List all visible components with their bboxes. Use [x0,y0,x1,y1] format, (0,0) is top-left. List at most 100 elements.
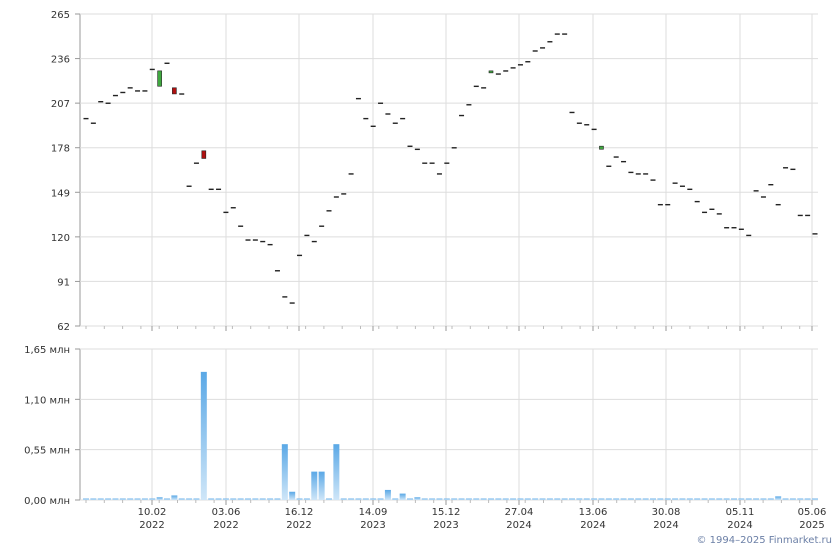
price-candle [429,162,435,164]
x-tick-year: 2024 [727,520,752,531]
price-candle [149,68,155,71]
price-candle [466,104,472,106]
volume-bar [355,498,362,500]
volume-bar [657,498,664,500]
volume-bar [701,498,708,500]
volume-bar [296,498,303,500]
volume-bar [753,498,760,500]
price-candle [135,90,141,92]
price-candle [304,234,310,237]
volume-bar [745,498,752,500]
volume-bar [186,498,193,500]
volume-bar [370,498,377,500]
volume-y-axis: 1,65 млн 1,10 млн 0,55 млн 0,00 млн [24,345,80,507]
volume-bar [267,498,274,500]
volume-bar [591,498,598,500]
x-tick-year: 2022 [286,520,311,531]
volume-tick-label: 1,65 млн [24,345,70,356]
volume-bar [731,498,737,500]
price-candle [105,102,111,104]
volume-bar [738,498,745,500]
volume-bar [650,498,656,500]
price-candle [245,239,251,241]
price-tick-label: 120 [51,233,70,244]
volume-bar [480,498,487,500]
price-candle [569,111,575,114]
price-candle [355,97,361,100]
volume-bar [222,498,229,500]
volume-bar [451,498,458,500]
price-candle [436,173,442,175]
volume-bar [134,498,141,500]
volume-bar [90,498,97,500]
price-candle [289,302,295,304]
price-candle [422,162,428,164]
volume-bar [620,498,627,500]
volume-tick-label: 0,55 млн [24,446,70,457]
price-candle [142,90,148,92]
volume-bar [723,498,730,500]
x-tick-year: 2022 [213,520,238,531]
price-candle [319,225,325,227]
price-candle [127,87,133,89]
price-candle [274,270,280,272]
x-tick-date: 27.04 [505,507,534,518]
volume-tick-label: 0,00 млн [24,496,70,507]
price-candle [230,207,236,209]
price-candle [297,254,303,257]
volume-bar [377,498,384,500]
price-candle [451,147,457,149]
price-candle [238,225,244,227]
volume-bar [517,498,524,500]
volume-bar [289,491,296,500]
volume-bar [259,498,266,500]
price-candle [540,47,546,49]
price-candle [591,128,597,131]
x-tick-year: 2023 [360,520,385,531]
price-tick-label: 265 [51,10,70,21]
volume-bar [105,498,112,500]
x-tick-year: 2024 [506,520,531,531]
volume-bar [782,498,789,500]
price-candle [179,93,185,95]
price-candle [414,148,420,151]
volume-bar [488,498,494,500]
price-candle [444,162,450,164]
price-candle [525,61,531,63]
price-candle [760,196,766,198]
volume-bar [775,496,782,500]
price-candle [621,160,627,163]
copyright-text: © 1994–2025 Finmarket.ru [696,535,832,546]
price-candle [223,211,229,214]
volume-bar [193,498,200,500]
price-candle [679,185,685,187]
price-tick-label: 178 [51,144,70,155]
price-candle [812,233,818,235]
x-tick-year: 2023 [433,520,458,531]
price-candle [599,145,604,150]
price-candle [481,87,487,89]
volume-bar [561,498,568,500]
price-candle [193,162,199,164]
volume-bar [362,498,369,500]
price-candle [172,87,177,95]
price-candle [311,240,317,243]
volume-bar [583,498,590,500]
x-tick-date: 30.08 [652,507,681,518]
x-tick-date: 16.12 [285,507,314,518]
volume-bar [532,498,539,500]
price-candle [584,124,590,126]
volume-bar [208,498,215,500]
volume-bar [524,498,531,500]
volume-bar [119,498,126,500]
price-candle [753,190,759,192]
price-candle [488,70,494,74]
x-tick-date: 03.06 [212,507,241,518]
price-candle [643,173,649,175]
price-candle [724,227,730,229]
volume-bar [164,498,170,500]
price-candle [120,91,126,94]
price-candle [473,85,479,88]
price-candle [731,227,737,229]
price-candle [746,234,752,237]
